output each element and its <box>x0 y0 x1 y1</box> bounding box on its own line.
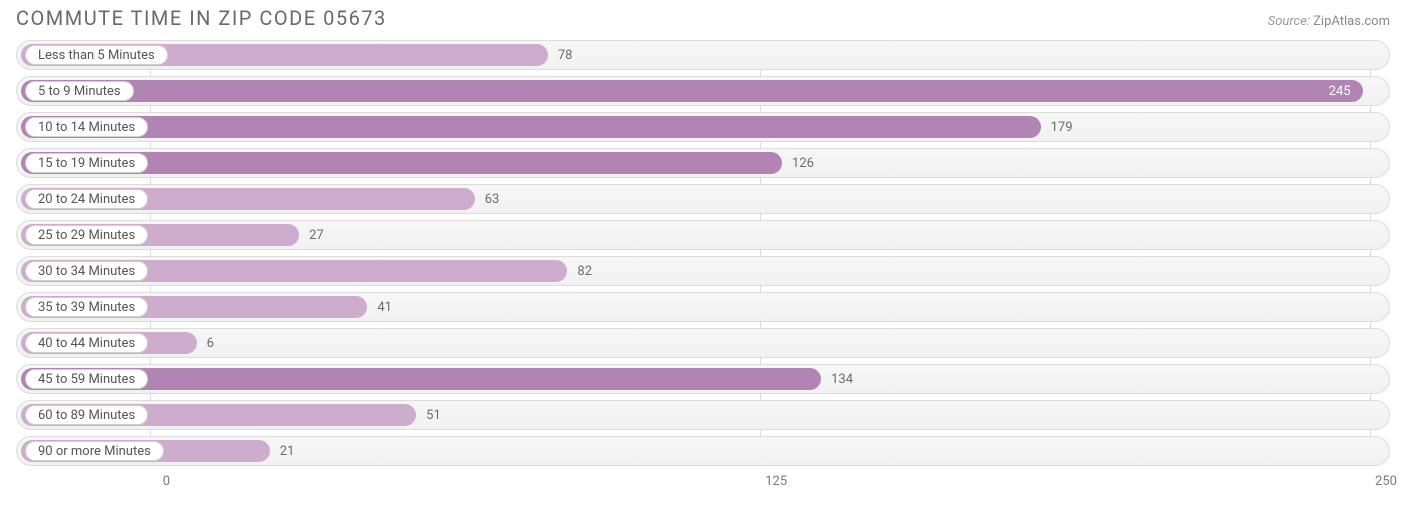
chart-title: COMMUTE TIME IN ZIP CODE 05673 <box>16 6 387 30</box>
axis-tick: 0 <box>163 474 170 489</box>
value-label: 27 <box>301 221 332 249</box>
value-label: 78 <box>550 41 581 69</box>
axis-tick: 125 <box>765 474 787 489</box>
source-name: ZipAtlas.com <box>1313 14 1390 29</box>
bar-row: 5 to 9 Minutes 245 <box>16 76 1390 106</box>
bar-row: 15 to 19 Minutes 126 <box>16 148 1390 178</box>
source-label: Source: <box>1268 14 1310 29</box>
x-axis: 0125250 <box>16 472 1390 498</box>
bar-rows: Less than 5 Minutes 78 5 to 9 Minutes 245 10… <box>16 40 1390 466</box>
category-label: Less than 5 Minutes <box>25 45 168 65</box>
bar-row: 90 or more Minutes 21 <box>16 436 1390 466</box>
bar-row: 40 to 44 Minutes 6 <box>16 328 1390 358</box>
value-label: 126 <box>784 149 822 177</box>
category-label: 60 to 89 Minutes <box>25 405 148 425</box>
value-label: 134 <box>823 365 861 393</box>
bar-row: 35 to 39 Minutes 41 <box>16 292 1390 322</box>
chart-area: Less than 5 Minutes 78 5 to 9 Minutes 245 10… <box>0 40 1406 498</box>
chart-header: COMMUTE TIME IN ZIP CODE 05673 Source: Z… <box>0 0 1406 40</box>
value-label: 51 <box>418 401 449 429</box>
value-label: 179 <box>1043 113 1081 141</box>
bar-row: 25 to 29 Minutes 27 <box>16 220 1390 250</box>
chart-source: Source: ZipAtlas.com <box>1268 14 1390 29</box>
value-label: 63 <box>477 185 508 213</box>
bar <box>21 116 1041 138</box>
bar-row: 20 to 24 Minutes 63 <box>16 184 1390 214</box>
category-label: 45 to 59 Minutes <box>25 369 148 389</box>
category-label: 5 to 9 Minutes <box>25 81 134 101</box>
bar <box>21 80 1363 102</box>
value-label: 6 <box>199 329 222 357</box>
value-label: 21 <box>272 437 303 465</box>
bar-row: 30 to 34 Minutes 82 <box>16 256 1390 286</box>
value-label: 245 <box>1321 77 1359 105</box>
value-label: 82 <box>569 257 600 285</box>
category-label: 90 or more Minutes <box>25 441 164 461</box>
category-label: 10 to 14 Minutes <box>25 117 148 137</box>
axis-tick: 250 <box>1375 474 1397 489</box>
category-label: 35 to 39 Minutes <box>25 297 148 317</box>
bar-row: 60 to 89 Minutes 51 <box>16 400 1390 430</box>
category-label: 20 to 24 Minutes <box>25 189 148 209</box>
category-label: 40 to 44 Minutes <box>25 333 148 353</box>
value-label: 41 <box>369 293 400 321</box>
category-label: 15 to 19 Minutes <box>25 153 148 173</box>
bar-row: 45 to 59 Minutes 134 <box>16 364 1390 394</box>
bar-row: 10 to 14 Minutes 179 <box>16 112 1390 142</box>
category-label: 25 to 29 Minutes <box>25 225 148 245</box>
bar-row: Less than 5 Minutes 78 <box>16 40 1390 70</box>
category-label: 30 to 34 Minutes <box>25 261 148 281</box>
